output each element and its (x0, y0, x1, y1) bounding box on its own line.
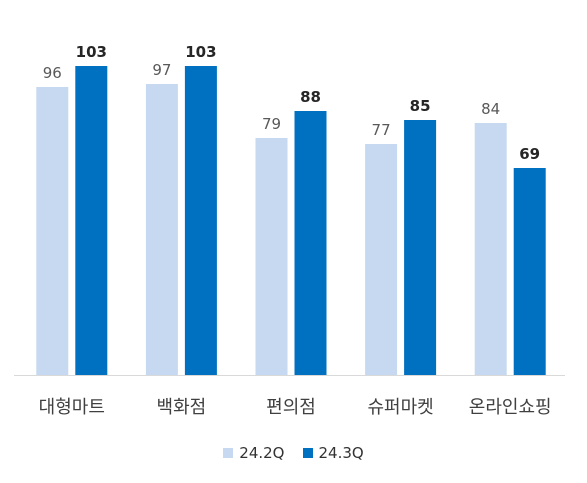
data-label: 84 (481, 100, 500, 118)
legend-label-24-2q: 24.2Q (239, 444, 285, 462)
data-label: 69 (519, 145, 540, 163)
bar-24.3Q-대형마트 (75, 66, 108, 375)
category-label: 편의점 (266, 397, 316, 418)
category-label: 슈퍼마켓 (367, 397, 433, 418)
bar-24.3Q-편의점 (294, 111, 327, 375)
bar-24.2Q-대형마트 (36, 87, 69, 375)
data-label: 96 (43, 64, 62, 82)
data-label: 103 (185, 43, 216, 61)
bar-24.3Q-백화점 (184, 66, 217, 375)
data-label: 88 (300, 88, 321, 106)
category-label: 대형마트 (39, 397, 105, 418)
legend-item-24-3q: 24.3Q (302, 444, 364, 462)
category-label: 백화점 (157, 397, 207, 418)
legend-swatch-24-2q (223, 448, 234, 458)
bar-24.2Q-백화점 (145, 84, 178, 375)
legend: 24.2Q 24.3Q (0, 444, 587, 462)
data-label: 85 (410, 97, 431, 115)
category-label: 온라인쇼핑 (469, 397, 552, 418)
legend-item-24-2q: 24.2Q (223, 444, 285, 462)
bar-24.3Q-슈퍼마켓 (404, 120, 437, 375)
data-label: 77 (372, 121, 391, 139)
data-label: 97 (152, 61, 171, 79)
bar-24.3Q-온라인쇼핑 (513, 168, 546, 375)
data-label: 103 (76, 43, 107, 61)
bar-24.2Q-슈퍼마켓 (365, 144, 398, 375)
data-label: 79 (262, 115, 281, 133)
legend-swatch-24-3q (302, 448, 313, 458)
bar-24.2Q-온라인쇼핑 (474, 123, 507, 375)
bar-24.2Q-편의점 (255, 138, 288, 375)
legend-label-24-3q: 24.3Q (318, 444, 364, 462)
